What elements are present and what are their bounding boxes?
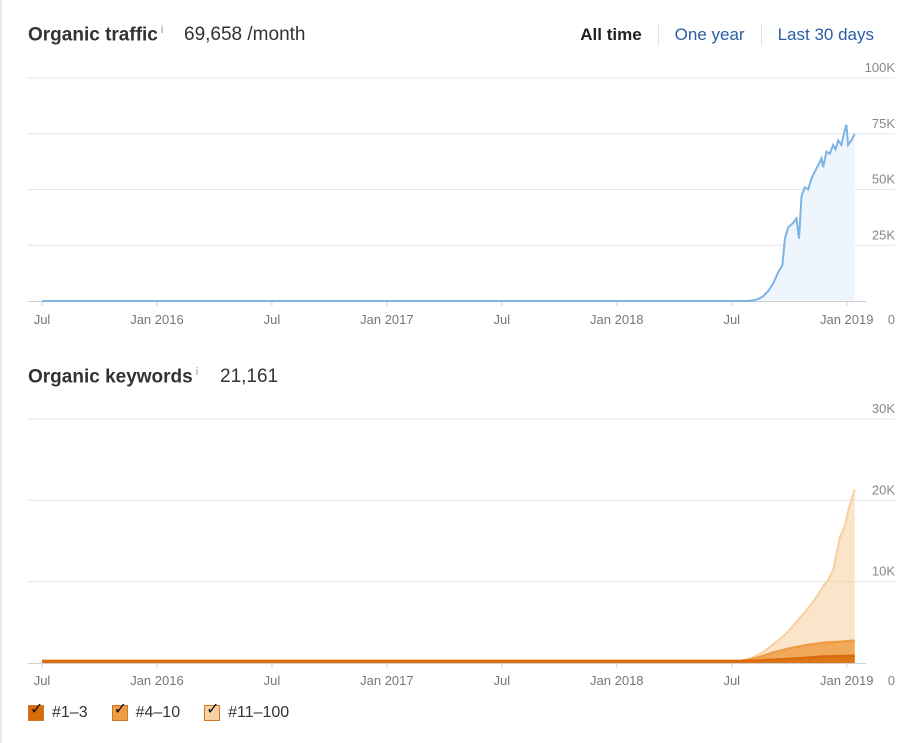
x-tick-label: Jul [494, 312, 511, 327]
x-tick-label: Jul [723, 673, 740, 688]
legend-label: #1–3 [52, 704, 88, 721]
legend-checkbox[interactable]: ✓ [111, 701, 128, 721]
info-icon[interactable]: i [160, 24, 164, 36]
keywords-line-top100 [42, 489, 856, 662]
keywords-title-text: Organic keywords [28, 366, 193, 388]
legend-label: #4–10 [135, 704, 181, 721]
legend-checkbox[interactable]: ✓ [204, 701, 221, 721]
checkmark-icon: ✓ [206, 701, 220, 718]
legend-item-top3[interactable]: ✓ #1–3 [28, 701, 88, 722]
x-tick-label: Jan 2017 [360, 312, 414, 327]
traffic-area [42, 124, 855, 301]
x-tick-label: Jan 2019 [820, 312, 874, 327]
panel-left-border [0, 0, 2, 743]
x-tick-label: Jan 2016 [130, 312, 184, 327]
y-tick-label: 20K [872, 482, 895, 497]
x-tick-label: Jul [494, 673, 511, 688]
x-tick-label: Jan 2019 [820, 673, 874, 688]
organic-keywords-chart: 30K 20K 10K 0 Jul Jan 2016 Jul Jan 2017 Jul Jan 2… [28, 401, 895, 688]
organic-traffic-chart: 100K 75K 50K 25K 0 Jul Jan 2016 Jul Jan 2017 Jul J… [28, 60, 896, 327]
traffic-title-text: Organic traffic [28, 24, 158, 46]
x-tick-label: Jul [264, 673, 281, 688]
tab-last-30-days[interactable]: Last 30 days [760, 24, 890, 46]
tab-all-time[interactable]: All time [580, 25, 642, 44]
x-tick-label: Jan 2018 [590, 673, 644, 688]
x-tick-label: Jul [723, 312, 740, 327]
y-tick-label: 0 [888, 673, 895, 688]
legend-label: #11–100 [228, 704, 290, 721]
x-tick-label: Jul [34, 673, 51, 688]
x-tick-label: Jan 2018 [590, 312, 644, 327]
info-icon[interactable]: i [195, 366, 199, 378]
traffic-value: 69,658 /month [184, 24, 306, 45]
x-tick-label: Jul [34, 312, 51, 327]
checkmark-icon: ✓ [113, 701, 127, 718]
y-tick-label: 100K [865, 60, 896, 75]
x-tick-label: Jul [264, 312, 281, 327]
range-tabs: All time One year Last 30 days [564, 24, 890, 46]
legend-item-top10[interactable]: ✓ #4–10 [111, 701, 181, 722]
keywords-area-top100 [42, 489, 855, 663]
tab-one-year[interactable]: One year [657, 24, 761, 46]
legend-checkbox[interactable]: ✓ [28, 701, 44, 721]
legend-item-top100[interactable]: ✓ #11–100 [204, 701, 290, 722]
checkmark-icon: ✓ [30, 701, 44, 718]
y-tick-label: 75K [872, 116, 895, 131]
keywords-area-top10 [42, 640, 855, 663]
y-tick-label: 0 [888, 312, 895, 327]
keywords-line-top3 [42, 654, 855, 663]
keywords-legend: ✓ #1–3 ✓ #4–10 ✓ #11–100 [28, 701, 313, 722]
y-tick-label: 25K [872, 227, 895, 242]
y-tick-label: 30K [872, 401, 895, 416]
y-tick-label: 10K [872, 564, 895, 579]
keywords-title: Organic keywords i [28, 366, 198, 388]
keywords-line-top10 [42, 639, 855, 663]
y-tick-label: 50K [872, 172, 895, 187]
traffic-title: Organic traffic i [28, 24, 163, 46]
keywords-value: 21,161 [220, 366, 279, 387]
traffic-line [42, 124, 856, 302]
x-tick-label: Jan 2016 [130, 673, 184, 688]
x-tick-label: Jan 2017 [360, 673, 414, 688]
